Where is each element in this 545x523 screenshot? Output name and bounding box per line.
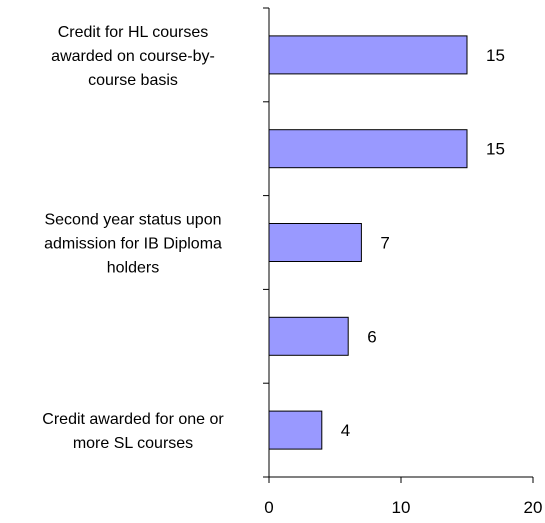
x-tick-label-20: 20 [524,498,543,517]
category-label-1-line-2: awarded on course-by- [51,48,215,65]
category-label-5-line-2: more SL courses [73,435,193,452]
category-label-3-line-1: Second year status upon [44,212,221,229]
category-label-1-line-3: course basis [88,72,178,89]
bar-5 [268,410,323,450]
x-tick-label-0: 0 [264,498,273,517]
data-label-2: 15 [486,140,505,159]
x-tick-label-10: 10 [392,498,411,517]
category-label-3-line-3: holders [107,260,159,277]
data-label-1: 15 [486,46,505,65]
bar-2 [268,129,468,169]
category-label-5-line-1: Credit awarded for one or [42,411,224,428]
bar-3 [268,223,362,262]
data-label-5: 4 [341,421,350,440]
bar-4 [268,316,349,356]
category-label-3-line-2: admission for IB Diploma [44,236,222,253]
bar-1 [268,35,468,75]
data-label-4: 6 [367,327,376,346]
data-label-3: 7 [380,234,389,253]
category-label-1-line-1: Credit for HL courses [58,24,209,41]
